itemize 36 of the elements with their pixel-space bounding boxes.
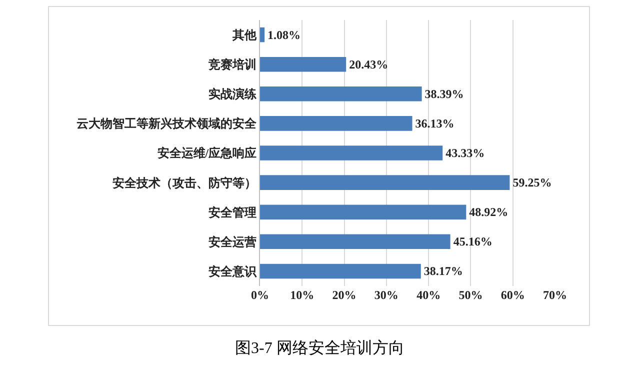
bar <box>260 264 421 279</box>
x-tick-label: 20% <box>332 288 356 302</box>
data-label: 36.13% <box>415 116 454 130</box>
caption: 图3-7 网络安全培训方向 <box>235 339 404 357</box>
bar <box>260 56 346 72</box>
data-label: 38.39% <box>424 86 464 101</box>
bar <box>260 175 510 190</box>
bar <box>260 234 450 250</box>
x-tick-label: 40% <box>416 288 441 302</box>
data-label: 43.33% <box>446 146 485 160</box>
data-label: 20.43% <box>349 57 388 72</box>
data-label: 48.92% <box>469 205 508 220</box>
y-tick-label: 安全技术（攻击、防守等） <box>112 176 257 190</box>
x-tick-label: 0% <box>251 288 269 302</box>
bar <box>260 86 422 102</box>
y-tick-label: 云大物智工等新兴技术领域的安全 <box>76 116 258 131</box>
y-tick-label: 竞赛培训 <box>208 58 257 72</box>
y-tick-label: 实战演练 <box>208 87 257 102</box>
data-label: 59.25% <box>512 176 552 190</box>
y-tick-label: 安全意识 <box>208 264 258 278</box>
x-tick-label: 30% <box>374 288 398 302</box>
bar <box>260 204 466 220</box>
y-tick-label: 安全运维/应急响应 <box>157 146 257 160</box>
y-tick-label: 安全管理 <box>208 205 257 220</box>
data-label: 38.17% <box>424 264 463 278</box>
bar <box>260 27 265 42</box>
data-label: 45.16% <box>453 234 492 249</box>
x-tick-label: 70% <box>543 288 567 302</box>
y-tick-label: 安全运营 <box>208 234 257 249</box>
x-tick-label: 50% <box>458 288 483 302</box>
data-label: 1.08% <box>268 28 301 42</box>
x-tick-label: 10% <box>290 288 314 302</box>
bar <box>260 146 443 160</box>
x-tick-label: 60% <box>500 288 525 302</box>
bar <box>260 116 412 131</box>
y-tick-label: 其他 <box>232 28 258 42</box>
